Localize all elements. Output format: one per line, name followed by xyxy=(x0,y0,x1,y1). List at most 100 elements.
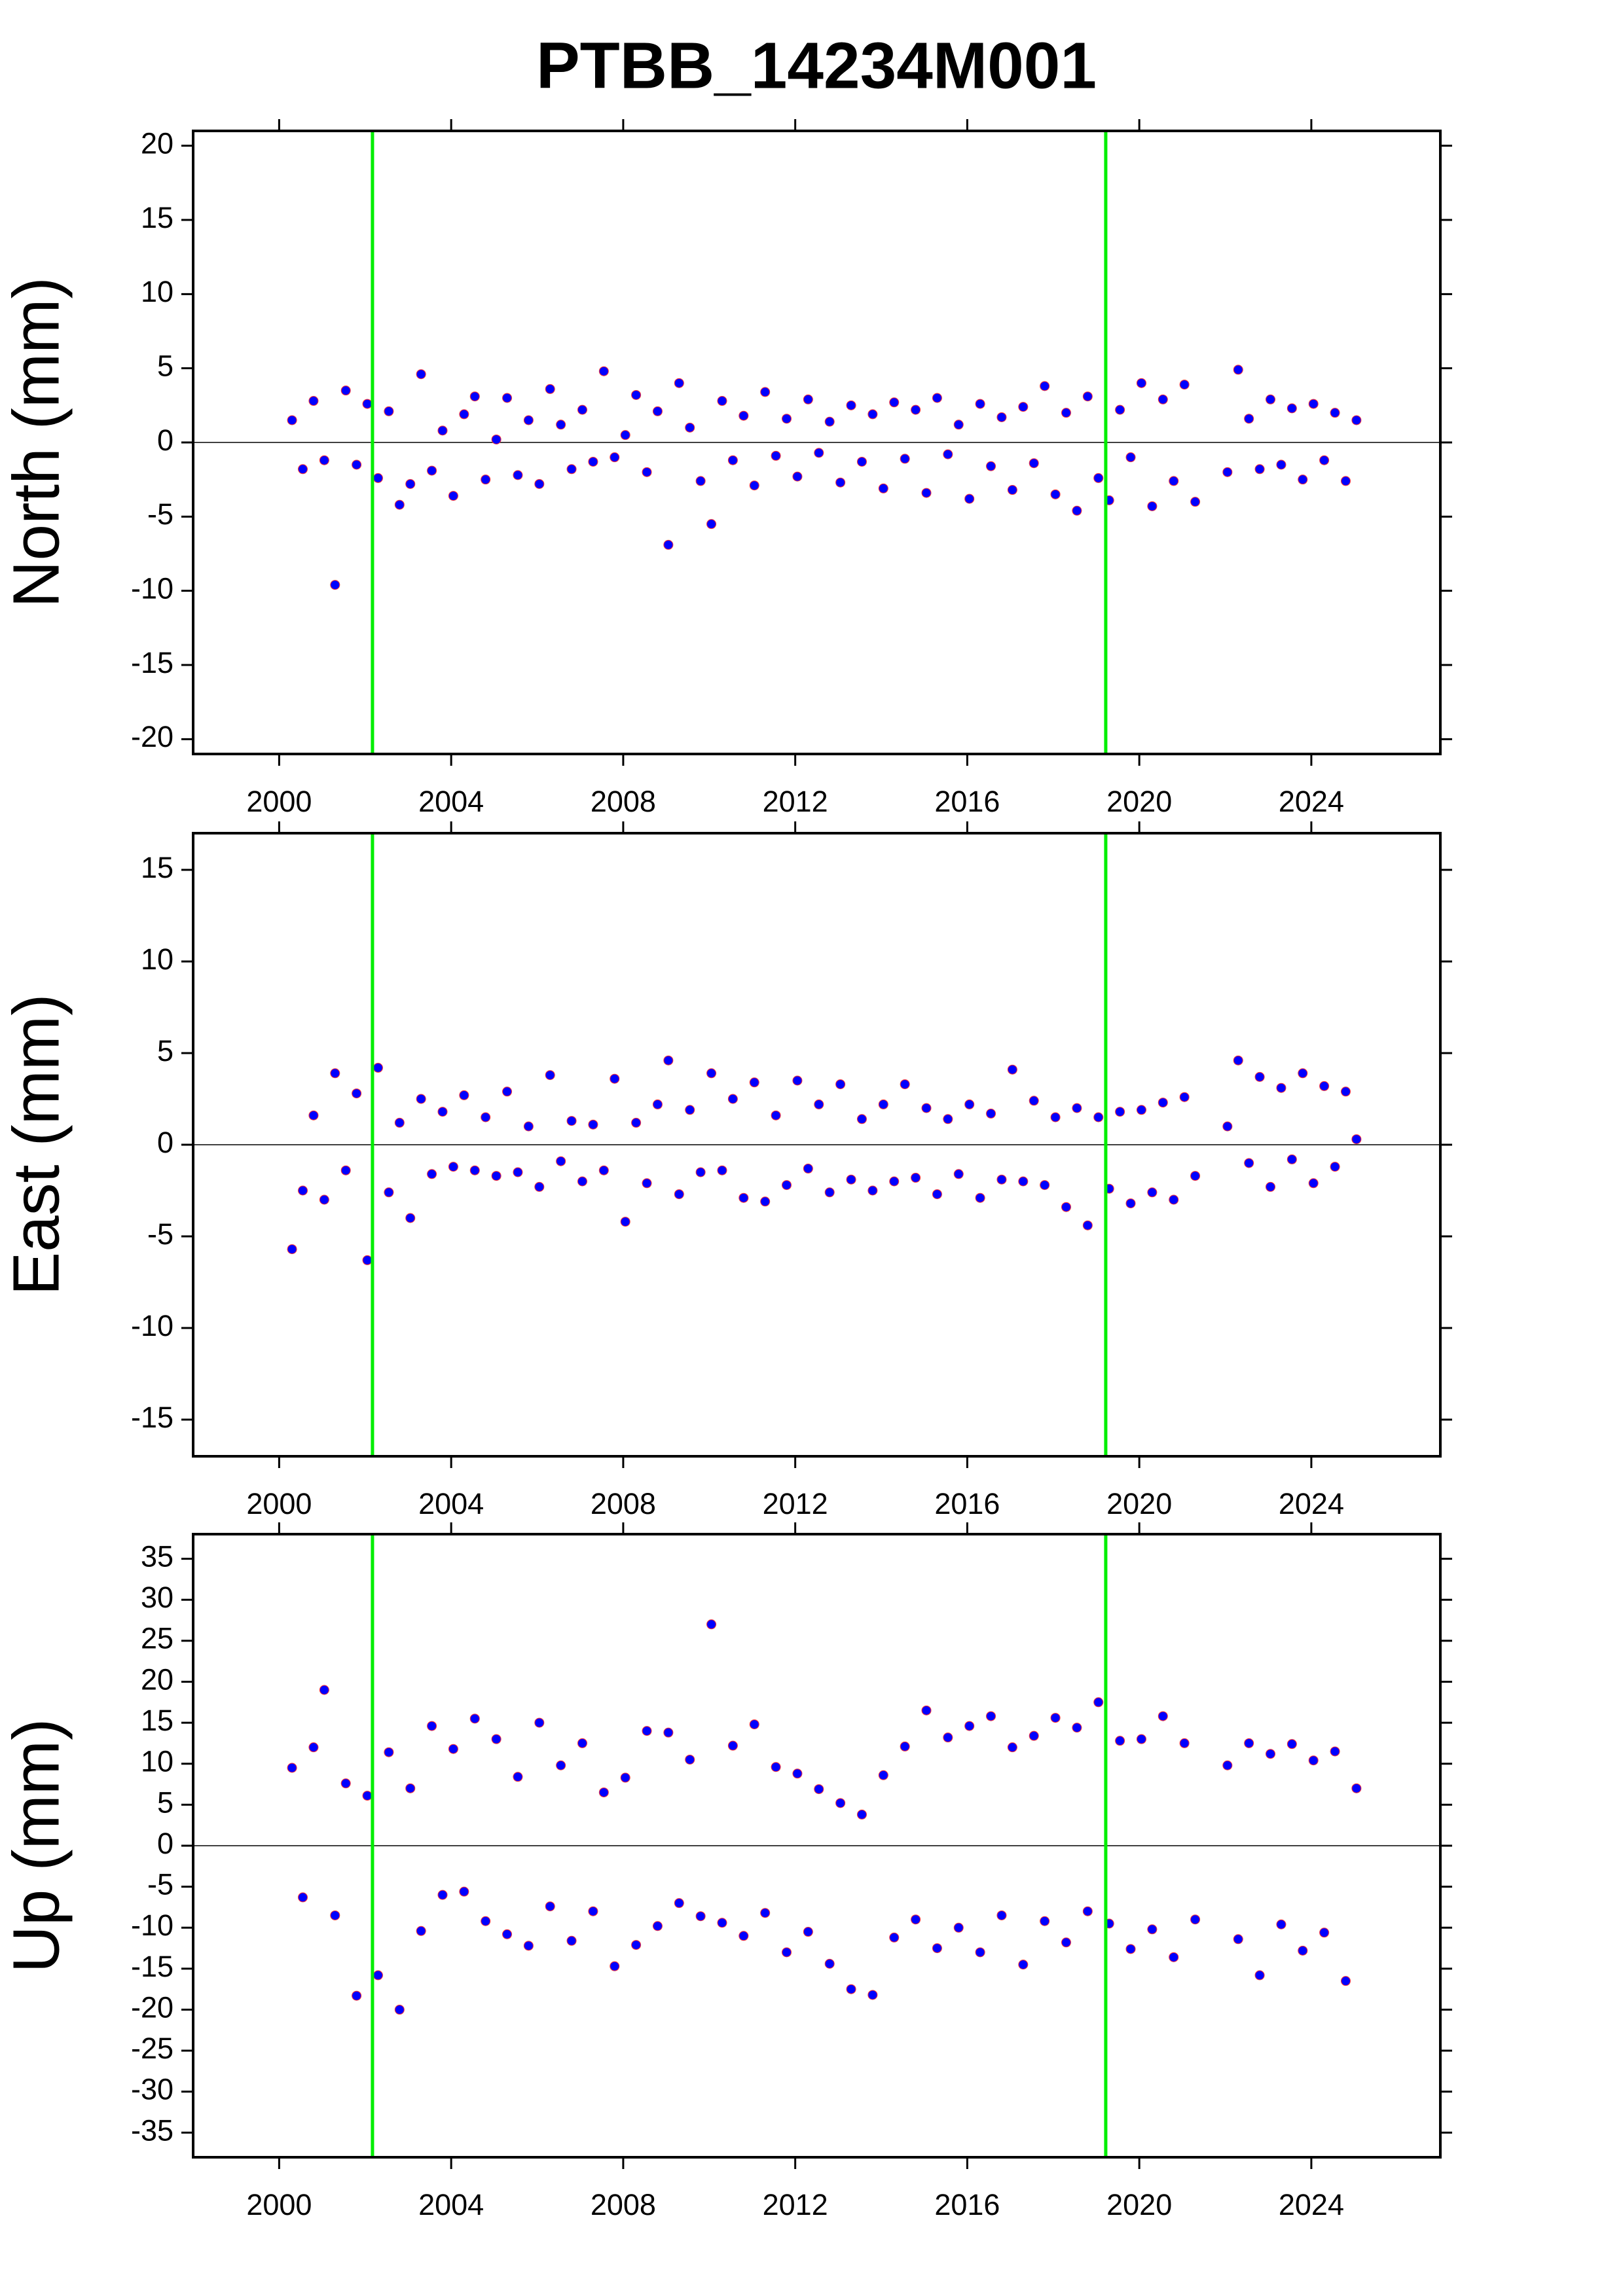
data-point xyxy=(1082,391,1093,402)
data-point xyxy=(749,480,759,491)
x-tick-label: 2004 xyxy=(418,785,484,818)
data-point xyxy=(287,415,297,425)
data-point xyxy=(695,1911,706,1922)
data-point xyxy=(663,1727,674,1738)
data-point xyxy=(1276,459,1286,470)
x-tick-label: 2024 xyxy=(1279,2188,1344,2221)
data-point xyxy=(545,1901,555,1912)
data-point xyxy=(706,1619,717,1630)
data-point xyxy=(1029,1731,1039,1741)
data-point xyxy=(856,1809,867,1820)
data-point xyxy=(1319,1928,1330,1938)
data-point xyxy=(384,1747,394,1757)
data-point xyxy=(1233,1934,1243,1945)
data-point xyxy=(824,416,835,427)
data-point xyxy=(340,1165,351,1175)
data-point xyxy=(405,478,416,489)
y-tick-label: -10 xyxy=(131,1309,173,1342)
data-point xyxy=(308,1110,319,1121)
y-tick-label: -25 xyxy=(131,2032,173,2065)
data-point xyxy=(1340,1086,1351,1097)
data-point xyxy=(803,1163,813,1174)
y-tick-label: -15 xyxy=(131,1950,173,1983)
y-tick-label: 0 xyxy=(157,423,173,457)
data-point xyxy=(620,1772,630,1783)
data-point xyxy=(889,1176,900,1187)
y-tick-label: 10 xyxy=(141,275,173,308)
data-point xyxy=(469,1165,480,1175)
data-point xyxy=(330,580,340,590)
data-point xyxy=(900,1079,910,1090)
data-point xyxy=(663,539,674,550)
data-point xyxy=(1169,476,1179,486)
y-tick-label: -10 xyxy=(131,1909,173,1942)
data-point xyxy=(566,1116,577,1126)
data-point xyxy=(814,448,824,458)
data-point xyxy=(674,1898,684,1909)
data-point xyxy=(448,491,458,501)
data-point xyxy=(416,1094,426,1104)
data-point xyxy=(437,425,448,436)
data-point xyxy=(1072,1103,1082,1113)
data-point xyxy=(1179,1092,1190,1102)
data-point xyxy=(394,1117,405,1128)
data-point xyxy=(610,1073,620,1084)
y-tick-label: 25 xyxy=(141,1622,173,1655)
data-point xyxy=(867,409,878,420)
data-point xyxy=(1093,1697,1104,1708)
data-point xyxy=(1351,1783,1362,1793)
data-point xyxy=(1308,1178,1319,1189)
data-point xyxy=(448,1162,458,1172)
y-tick-label: 30 xyxy=(141,1581,173,1614)
data-point xyxy=(1125,452,1136,463)
y-tick-label: 20 xyxy=(141,1662,173,1696)
data-point xyxy=(631,1940,642,1950)
data-point xyxy=(1244,1738,1254,1748)
data-point xyxy=(706,1068,717,1079)
data-point xyxy=(534,478,545,489)
data-point xyxy=(953,1169,964,1179)
data-point xyxy=(362,1255,373,1265)
y-tick-label: -5 xyxy=(147,1868,173,1901)
data-point xyxy=(642,1726,652,1736)
y-tick-label: -35 xyxy=(131,2113,173,2147)
data-point xyxy=(1190,497,1201,507)
y-tick-label: 10 xyxy=(141,942,173,976)
y-tick-label: -30 xyxy=(131,2073,173,2106)
data-point xyxy=(459,1090,469,1100)
data-point xyxy=(760,1196,771,1207)
data-point xyxy=(996,1174,1007,1185)
y-tick-label: -10 xyxy=(131,572,173,605)
data-point xyxy=(298,1892,308,1903)
data-point xyxy=(803,394,813,404)
data-point xyxy=(352,1088,362,1099)
data-point xyxy=(577,404,587,415)
data-point xyxy=(308,396,319,406)
data-point xyxy=(459,409,469,420)
data-point xyxy=(878,1770,888,1780)
data-point xyxy=(523,1941,534,1951)
data-point xyxy=(943,1732,953,1743)
data-point xyxy=(932,1189,942,1200)
x-tick-label: 2020 xyxy=(1106,2188,1172,2221)
data-point xyxy=(1266,1181,1276,1192)
data-point xyxy=(921,1705,932,1715)
data-point xyxy=(373,1062,383,1073)
data-point xyxy=(588,1119,598,1130)
data-point xyxy=(986,1108,996,1119)
data-point xyxy=(685,1105,695,1115)
data-point xyxy=(352,1990,362,2001)
y-tick-label: -15 xyxy=(131,646,173,679)
data-point xyxy=(1169,1952,1179,1962)
data-point xyxy=(405,1783,416,1793)
data-point xyxy=(545,384,555,394)
panel: -35 -30 -25 -20 -15 -10 -5 0 5 10 15 20 25 30 35 2000 20… xyxy=(0,1522,1452,2221)
data-point xyxy=(964,1721,975,1731)
data-point xyxy=(427,465,437,476)
data-point xyxy=(739,410,749,421)
data-point xyxy=(1115,1736,1125,1746)
data-point xyxy=(1136,1105,1146,1115)
y-tick-label: 15 xyxy=(141,201,173,234)
data-point xyxy=(652,1921,663,1931)
